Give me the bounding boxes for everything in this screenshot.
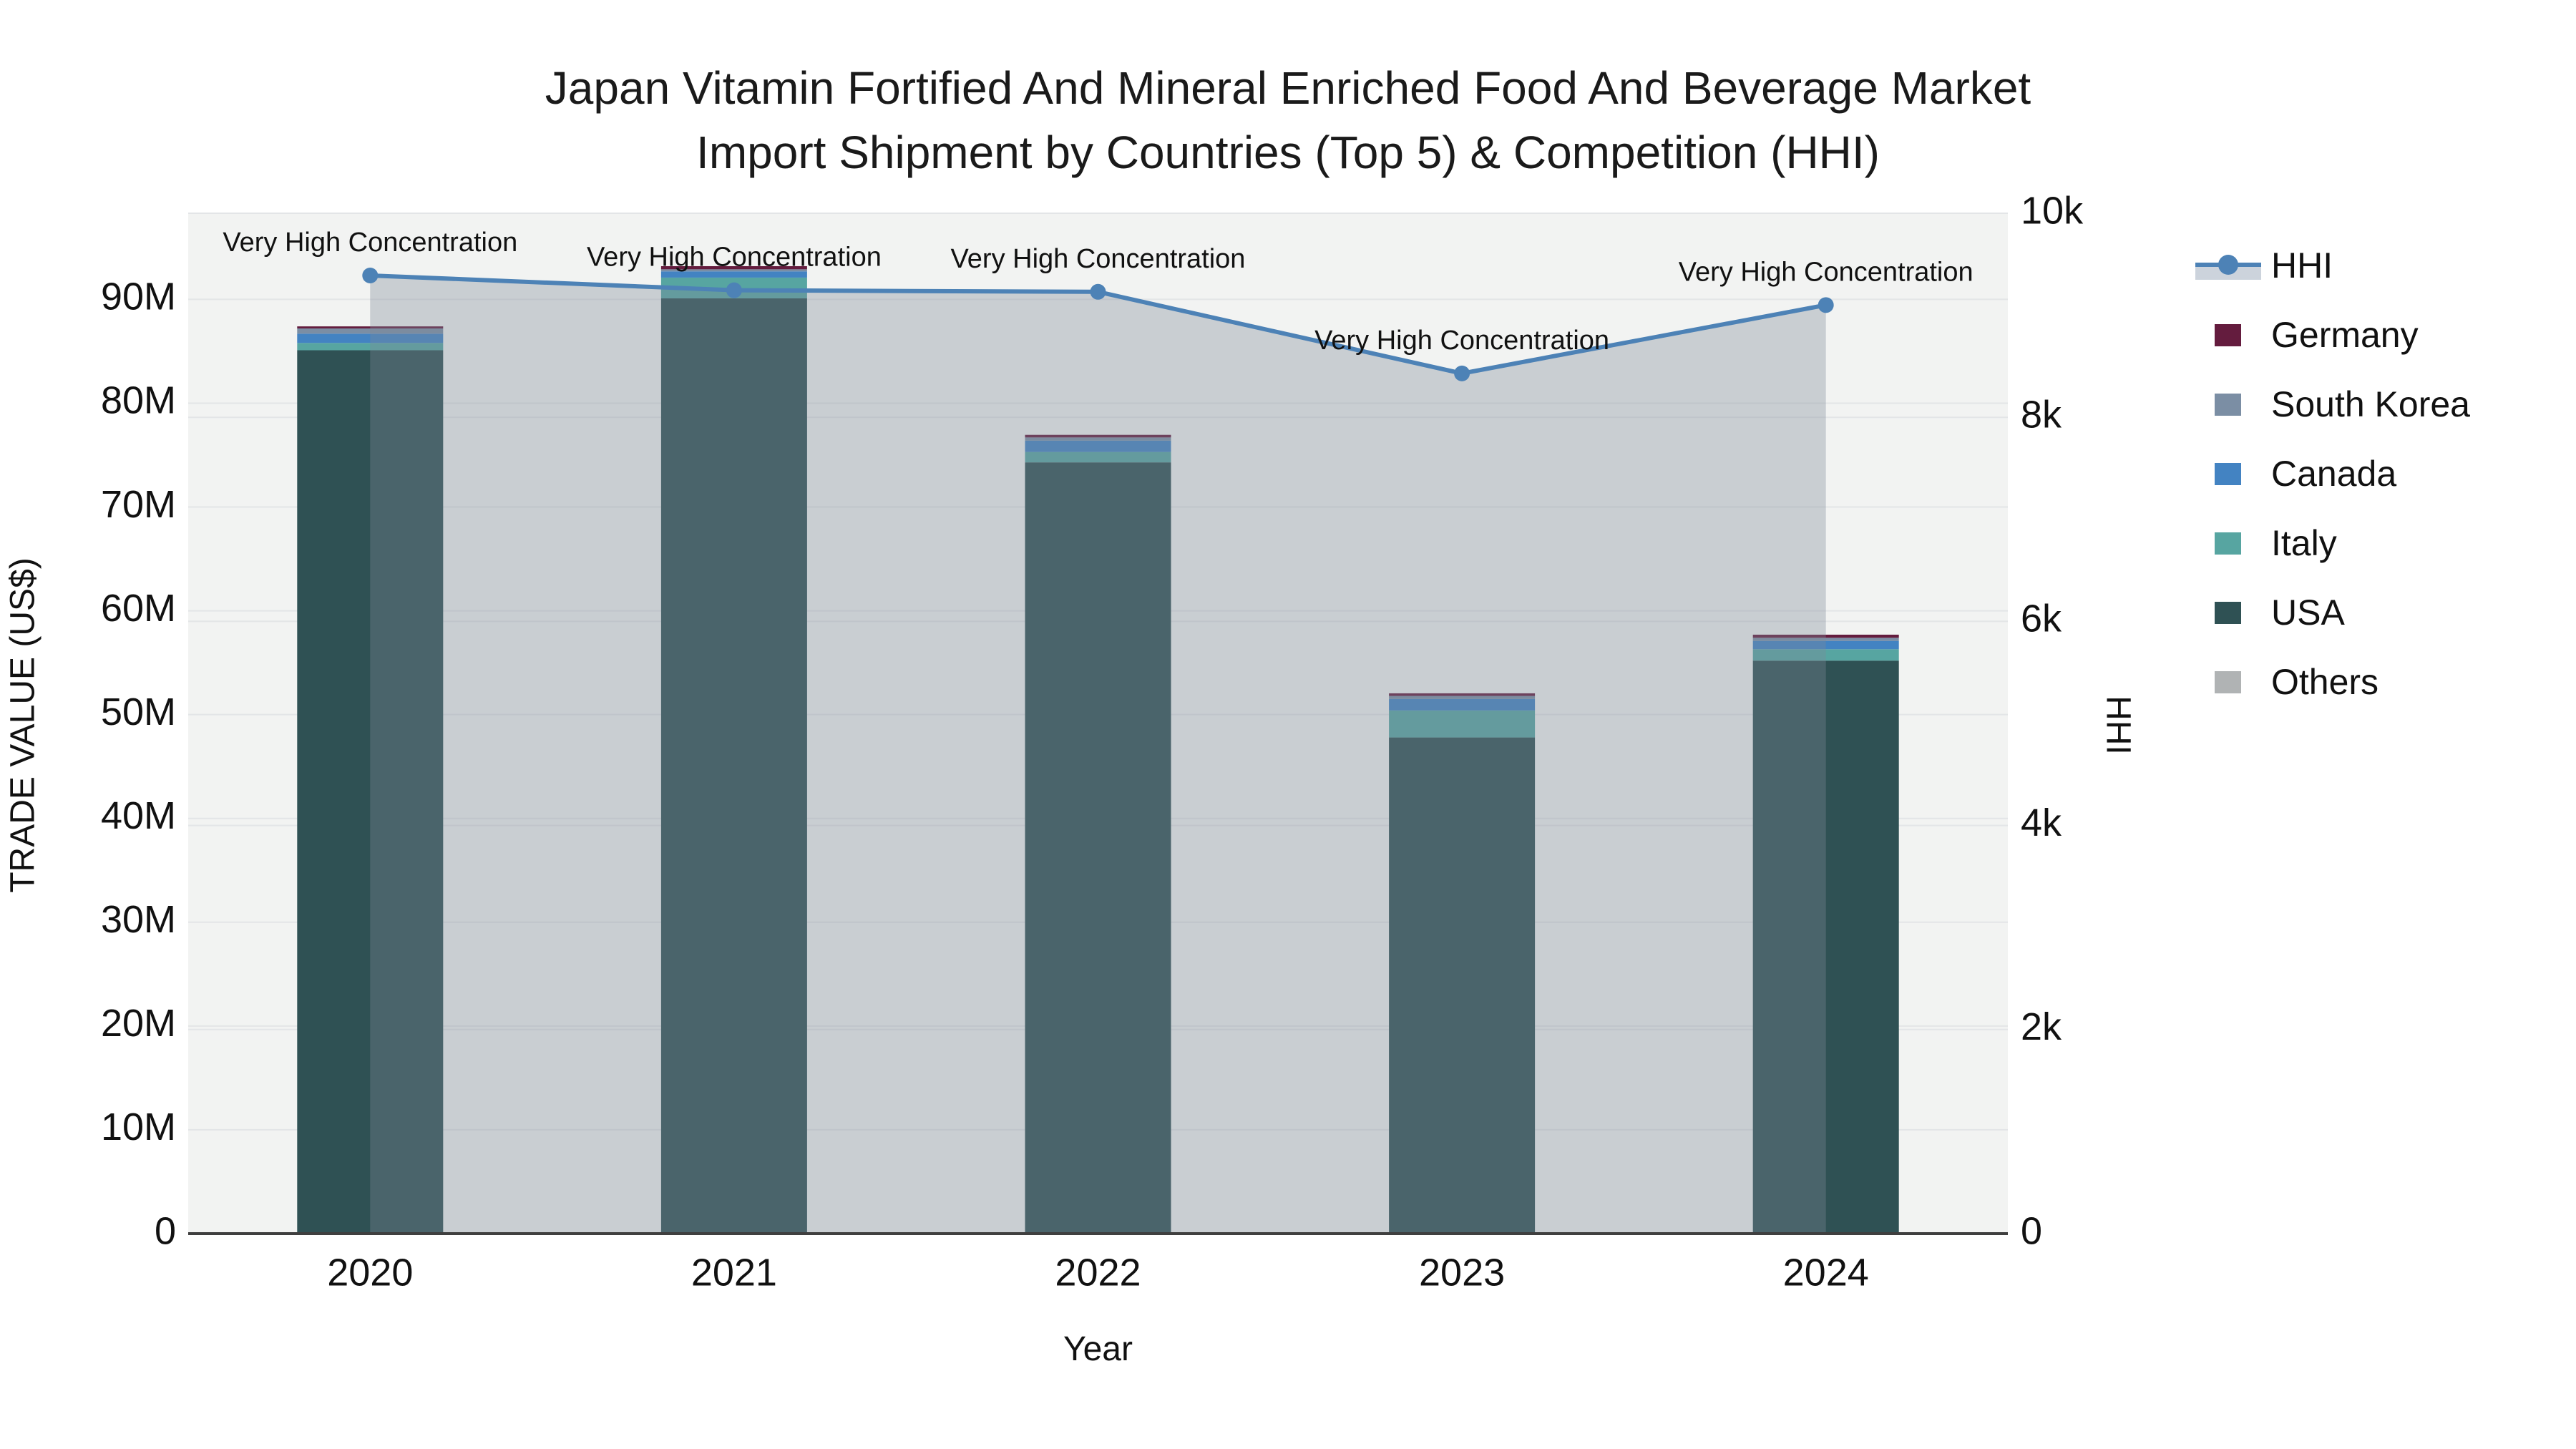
x-tick-label: 2022 bbox=[1055, 1251, 1141, 1294]
legend-item-hhi[interactable]: HHI bbox=[2195, 230, 2470, 300]
y-right-tick-label: 4k bbox=[2021, 801, 2062, 844]
legend-color-swatch bbox=[2195, 591, 2261, 634]
bar-segment-south-korea[interactable] bbox=[1389, 696, 1536, 699]
legend: HHI Germany South Korea Canada Italy USA Other… bbox=[2195, 230, 2470, 716]
chart-title-line1: Japan Vitamin Fortified And Mineral Enri… bbox=[545, 62, 2031, 114]
bar-segment-italy[interactable] bbox=[1389, 710, 1536, 738]
bar-segment-canada[interactable] bbox=[297, 333, 444, 343]
bar-segment-canada[interactable] bbox=[1389, 698, 1536, 711]
y-left-tick-label: 10M bbox=[101, 1106, 176, 1148]
x-tick-label: 2020 bbox=[327, 1251, 413, 1294]
y-left-tick-label: 40M bbox=[101, 794, 176, 837]
legend-swatch-color bbox=[2215, 670, 2241, 693]
legend-item-others[interactable]: Others bbox=[2195, 647, 2470, 716]
legend-item-usa[interactable]: USA bbox=[2195, 577, 2470, 647]
x-tick-label: 2021 bbox=[691, 1251, 777, 1294]
y-left-tick-label: 50M bbox=[101, 691, 176, 733]
annotation-very-high-concentration: Very High Concentration bbox=[1679, 257, 1974, 287]
bar-segment-italy[interactable] bbox=[297, 343, 444, 351]
annotation-very-high-concentration: Very High Concentration bbox=[587, 243, 882, 273]
legend-item-south-korea[interactable]: South Korea bbox=[2195, 369, 2470, 439]
legend-item-canada[interactable]: Canada bbox=[2195, 439, 2470, 508]
bar-segment-canada[interactable] bbox=[1752, 640, 1899, 650]
bar-segment-germany[interactable] bbox=[297, 326, 444, 329]
x-tick-label: 2023 bbox=[1419, 1251, 1505, 1294]
y-right-tick-label: 10k bbox=[2021, 189, 2084, 232]
legend-line-dot bbox=[2218, 254, 2238, 275]
bar-segment-south-korea[interactable] bbox=[1025, 437, 1171, 441]
bar-segment-south-korea[interactable] bbox=[660, 269, 807, 272]
bar-segment-usa[interactable] bbox=[1752, 660, 1899, 1234]
bar-segment-canada[interactable] bbox=[1025, 440, 1171, 452]
hhi-marker-2021[interactable] bbox=[726, 282, 742, 298]
bar-segment-usa[interactable] bbox=[297, 350, 444, 1234]
annotation-very-high-concentration: Very High Concentration bbox=[951, 244, 1246, 274]
hhi-marker-2024[interactable] bbox=[1818, 297, 1834, 313]
bar-segment-germany[interactable] bbox=[1025, 434, 1171, 438]
annotation-very-high-concentration: Very High Concentration bbox=[223, 228, 517, 258]
y-right-tick-label: 8k bbox=[2021, 393, 2062, 436]
hhi-marker-2023[interactable] bbox=[1454, 365, 1470, 381]
x-tick-label: 2024 bbox=[1783, 1251, 1869, 1294]
chart-title: Japan Vitamin Fortified And Mineral Enri… bbox=[0, 56, 2576, 185]
y-left-tick-label: 0 bbox=[155, 1209, 176, 1252]
y-left-tick-label: 70M bbox=[101, 483, 176, 526]
chart-title-line2: Import Shipment by Countries (Top 5) & C… bbox=[696, 127, 1880, 178]
bar-segment-usa[interactable] bbox=[1025, 462, 1171, 1234]
y-left-tick-label: 30M bbox=[101, 898, 176, 941]
legend-swatch-color bbox=[2215, 462, 2241, 485]
x-axis-title: Year bbox=[1063, 1330, 1133, 1368]
legend-label: Canada bbox=[2271, 453, 2397, 494]
y-right-tick-label: 0 bbox=[2021, 1209, 2042, 1252]
legend-color-swatch bbox=[2195, 383, 2261, 426]
legend-color-swatch bbox=[2195, 452, 2261, 495]
legend-label: Germany bbox=[2271, 314, 2419, 355]
legend-color-swatch bbox=[2195, 660, 2261, 703]
legend-item-italy[interactable]: Italy bbox=[2195, 508, 2470, 577]
y-left-tick-label: 80M bbox=[101, 379, 176, 422]
legend-swatch-color bbox=[2215, 601, 2241, 624]
legend-swatch-color bbox=[2215, 532, 2241, 555]
bar-segment-canada[interactable] bbox=[660, 271, 807, 278]
legend-label: Italy bbox=[2271, 522, 2337, 563]
legend-label: USA bbox=[2271, 592, 2345, 633]
bar-segment-germany[interactable] bbox=[1389, 693, 1536, 696]
y-right-axis-title: HHI bbox=[2099, 696, 2137, 755]
legend-item-germany[interactable]: Germany bbox=[2195, 300, 2470, 369]
y-left-tick-label: 60M bbox=[101, 587, 176, 630]
legend-label: HHI bbox=[2271, 245, 2333, 286]
legend-line-marker-icon bbox=[2195, 244, 2261, 287]
legend-swatch-color bbox=[2215, 393, 2241, 416]
legend-swatch-color bbox=[2215, 323, 2241, 346]
bar-segment-usa[interactable] bbox=[660, 298, 807, 1234]
hhi-marker-2022[interactable] bbox=[1090, 283, 1106, 300]
bar-segment-south-korea[interactable] bbox=[297, 328, 444, 334]
annotation-very-high-concentration: Very High Concentration bbox=[1314, 326, 1609, 356]
y-left-tick-label: 90M bbox=[101, 275, 176, 318]
legend-color-swatch bbox=[2195, 313, 2261, 356]
legend-label: Others bbox=[2271, 661, 2379, 702]
hhi-marker-2020[interactable] bbox=[362, 267, 379, 283]
bar-segment-usa[interactable] bbox=[1389, 737, 1536, 1234]
bar-segment-germany[interactable] bbox=[660, 265, 807, 270]
bar-segment-italy[interactable] bbox=[1752, 649, 1899, 661]
bar-segment-south-korea[interactable] bbox=[1752, 638, 1899, 641]
hhi-area-fill bbox=[370, 275, 1826, 1234]
y-right-tick-label: 6k bbox=[2021, 597, 2062, 640]
y-left-tick-label: 20M bbox=[101, 1002, 176, 1045]
legend-color-swatch bbox=[2195, 522, 2261, 565]
legend-label: South Korea bbox=[2271, 384, 2470, 424]
y-right-tick-label: 2k bbox=[2021, 1005, 2062, 1048]
y-left-axis-title: TRADE VALUE (US$) bbox=[4, 557, 42, 893]
bar-segment-germany[interactable] bbox=[1752, 634, 1899, 638]
bar-segment-italy[interactable] bbox=[1025, 452, 1171, 463]
